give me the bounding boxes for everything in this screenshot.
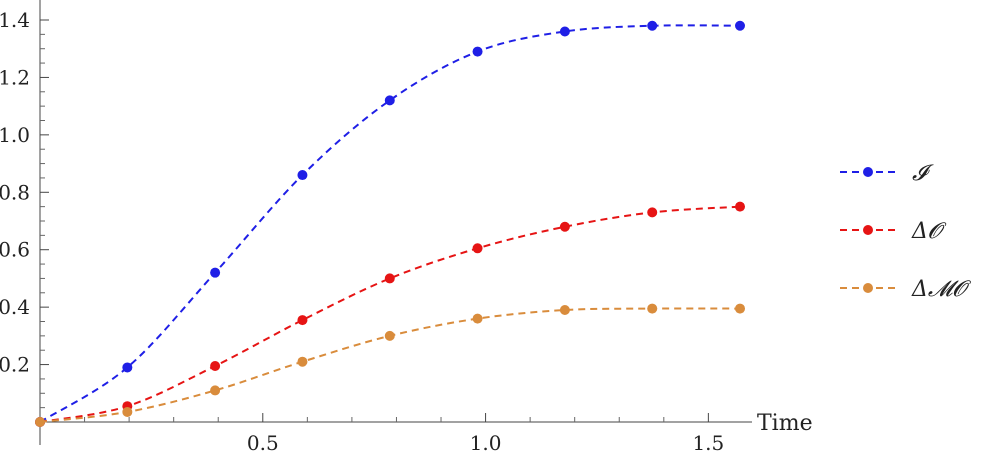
x-tick-label: 1.0	[470, 431, 502, 453]
data-point	[297, 170, 308, 181]
series-1	[35, 20, 745, 427]
y-tick-label: 1.4	[0, 8, 30, 32]
series-line	[39, 24, 741, 423]
legend-marker	[863, 167, 873, 177]
data-point	[647, 303, 658, 314]
legend-label: 𝓘	[912, 161, 934, 186]
data-point	[122, 406, 133, 417]
legend-label: Δ𝓞	[911, 219, 947, 244]
series-layer	[35, 20, 745, 427]
legend-label: Δ𝓜𝓞	[911, 277, 972, 302]
y-tick-label: 1.2	[0, 65, 30, 89]
series-2	[35, 201, 745, 427]
data-point	[472, 313, 483, 324]
data-point	[384, 273, 395, 284]
legend: 𝓘 Δ𝓞 Δ𝓜𝓞	[840, 161, 972, 302]
data-point	[122, 362, 133, 373]
legend-item: 𝓘	[840, 161, 934, 186]
data-point	[735, 20, 745, 31]
y-tick-label: 0.2	[0, 353, 30, 377]
y-tick-label: 0.8	[0, 180, 30, 204]
data-point	[559, 26, 570, 37]
data-point	[559, 221, 570, 232]
x-tick-label: 0.5	[247, 431, 279, 453]
data-point	[472, 46, 483, 57]
data-point	[559, 305, 570, 316]
axes: 0.5 1.0 1.5 0.2 0.4 0.6 0.8 1.0 1.2 1.4 Time	[0, 0, 813, 453]
data-point	[735, 303, 745, 314]
data-point	[384, 95, 395, 106]
data-point	[472, 243, 483, 254]
data-point	[297, 356, 308, 367]
series-line	[39, 307, 741, 423]
data-point	[210, 361, 221, 372]
legend-item: Δ𝓜𝓞	[840, 277, 972, 302]
data-point	[384, 330, 395, 341]
series-3	[35, 303, 745, 427]
y-tick-label: 0.6	[0, 238, 30, 262]
data-point	[647, 20, 658, 31]
data-point	[210, 385, 221, 396]
data-point	[297, 315, 308, 326]
data-point	[735, 201, 745, 212]
series-line	[39, 205, 741, 423]
legend-item: Δ𝓞	[840, 219, 947, 244]
data-point	[210, 267, 221, 278]
data-point	[647, 207, 658, 218]
legend-marker	[863, 225, 873, 235]
x-tick-label: 1.5	[692, 431, 724, 453]
x-axis-title: Time	[757, 411, 813, 436]
data-point	[35, 417, 45, 427]
y-tick-label: 0.4	[0, 295, 30, 319]
y-tick-label: 1.0	[0, 123, 30, 147]
legend-marker	[863, 283, 873, 293]
